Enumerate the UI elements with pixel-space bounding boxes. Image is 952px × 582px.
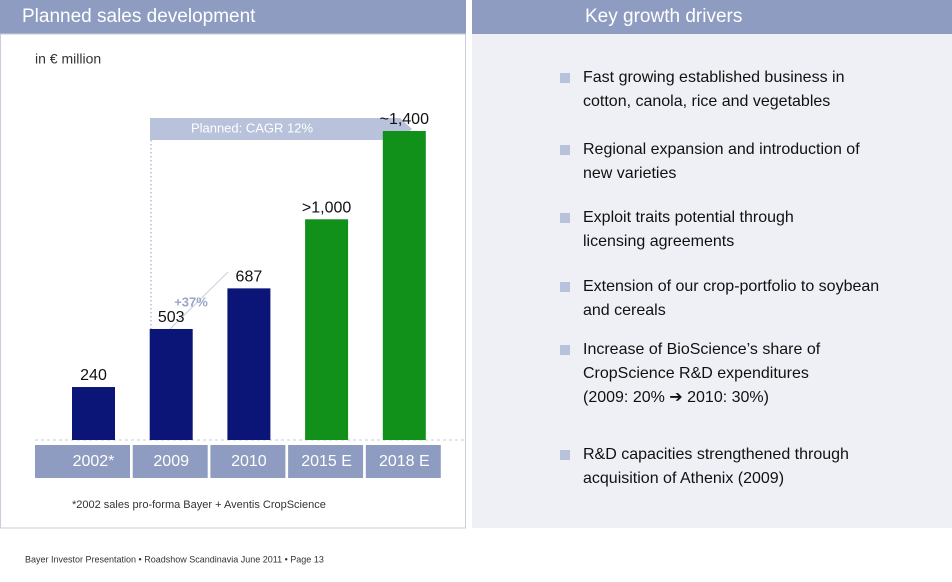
bullet-text: Regional expansion and introduction of <box>583 141 860 158</box>
value-label: 240 <box>80 367 107 384</box>
bullet-text: Increase of BioScience’s share of <box>583 341 821 358</box>
value-label: ~1,400 <box>380 111 429 128</box>
left-header: Planned sales development <box>22 6 256 27</box>
bullet-marker <box>560 213 570 223</box>
footer: Bayer Investor Presentation • Roadshow S… <box>25 554 324 564</box>
bullet-text: (2009: 20% ➔ 2010: 30%) <box>583 389 769 406</box>
bar <box>227 288 271 440</box>
bar <box>72 387 115 440</box>
cagr-label: Planned: CAGR 12% <box>191 120 314 135</box>
category-cell <box>35 445 130 478</box>
bullet-text: acquisition of Athenix (2009) <box>583 470 784 487</box>
cagr-arrow <box>150 118 412 140</box>
bullet-text: cotton, canola, rice and vegetables <box>583 93 830 110</box>
right-panel <box>472 34 952 528</box>
value-label: >1,000 <box>302 200 351 217</box>
category-cell <box>132 445 208 478</box>
bullet-text: R&D capacities strengthened through <box>583 446 849 463</box>
category-cell <box>365 445 441 478</box>
bar <box>382 131 426 440</box>
bullet-text: licensing agreements <box>583 233 734 250</box>
bullet-text: Extension of our crop-portfolio to soybe… <box>583 278 879 295</box>
bullet-text: CropScience R&D expenditures <box>583 365 809 382</box>
bullet-marker <box>560 282 570 292</box>
bullet-text: new varieties <box>583 165 676 182</box>
growth-label: +37% <box>174 294 208 309</box>
right-header-bar <box>472 0 952 34</box>
bullet-text: Exploit traits potential through <box>583 209 794 226</box>
bullet-marker <box>560 450 570 460</box>
x-tick-label: 2018 E <box>379 453 430 470</box>
bullet-marker <box>560 345 570 355</box>
right-header: Key growth drivers <box>585 6 742 27</box>
bullet-text: and cereals <box>583 302 666 319</box>
x-tick-label: 2002* <box>73 453 115 470</box>
category-cell <box>288 445 364 478</box>
footnote: *2002 sales pro-forma Bayer + Aventis Cr… <box>72 499 326 511</box>
bullet-marker <box>560 145 570 155</box>
bullet-marker <box>560 73 570 83</box>
bullet-text: Fast growing established business in <box>583 69 844 86</box>
growth-line <box>162 271 229 337</box>
bar <box>149 328 193 440</box>
x-tick-label: 2009 <box>153 453 189 470</box>
value-label: 503 <box>158 309 185 326</box>
chart-subtitle: in € million <box>35 51 101 67</box>
x-tick-label: 2015 E <box>301 453 352 470</box>
left-header-bar <box>0 0 466 34</box>
category-cell <box>210 445 286 478</box>
x-tick-label: 2010 <box>231 453 267 470</box>
value-label: 687 <box>236 269 263 286</box>
bar <box>305 219 349 440</box>
